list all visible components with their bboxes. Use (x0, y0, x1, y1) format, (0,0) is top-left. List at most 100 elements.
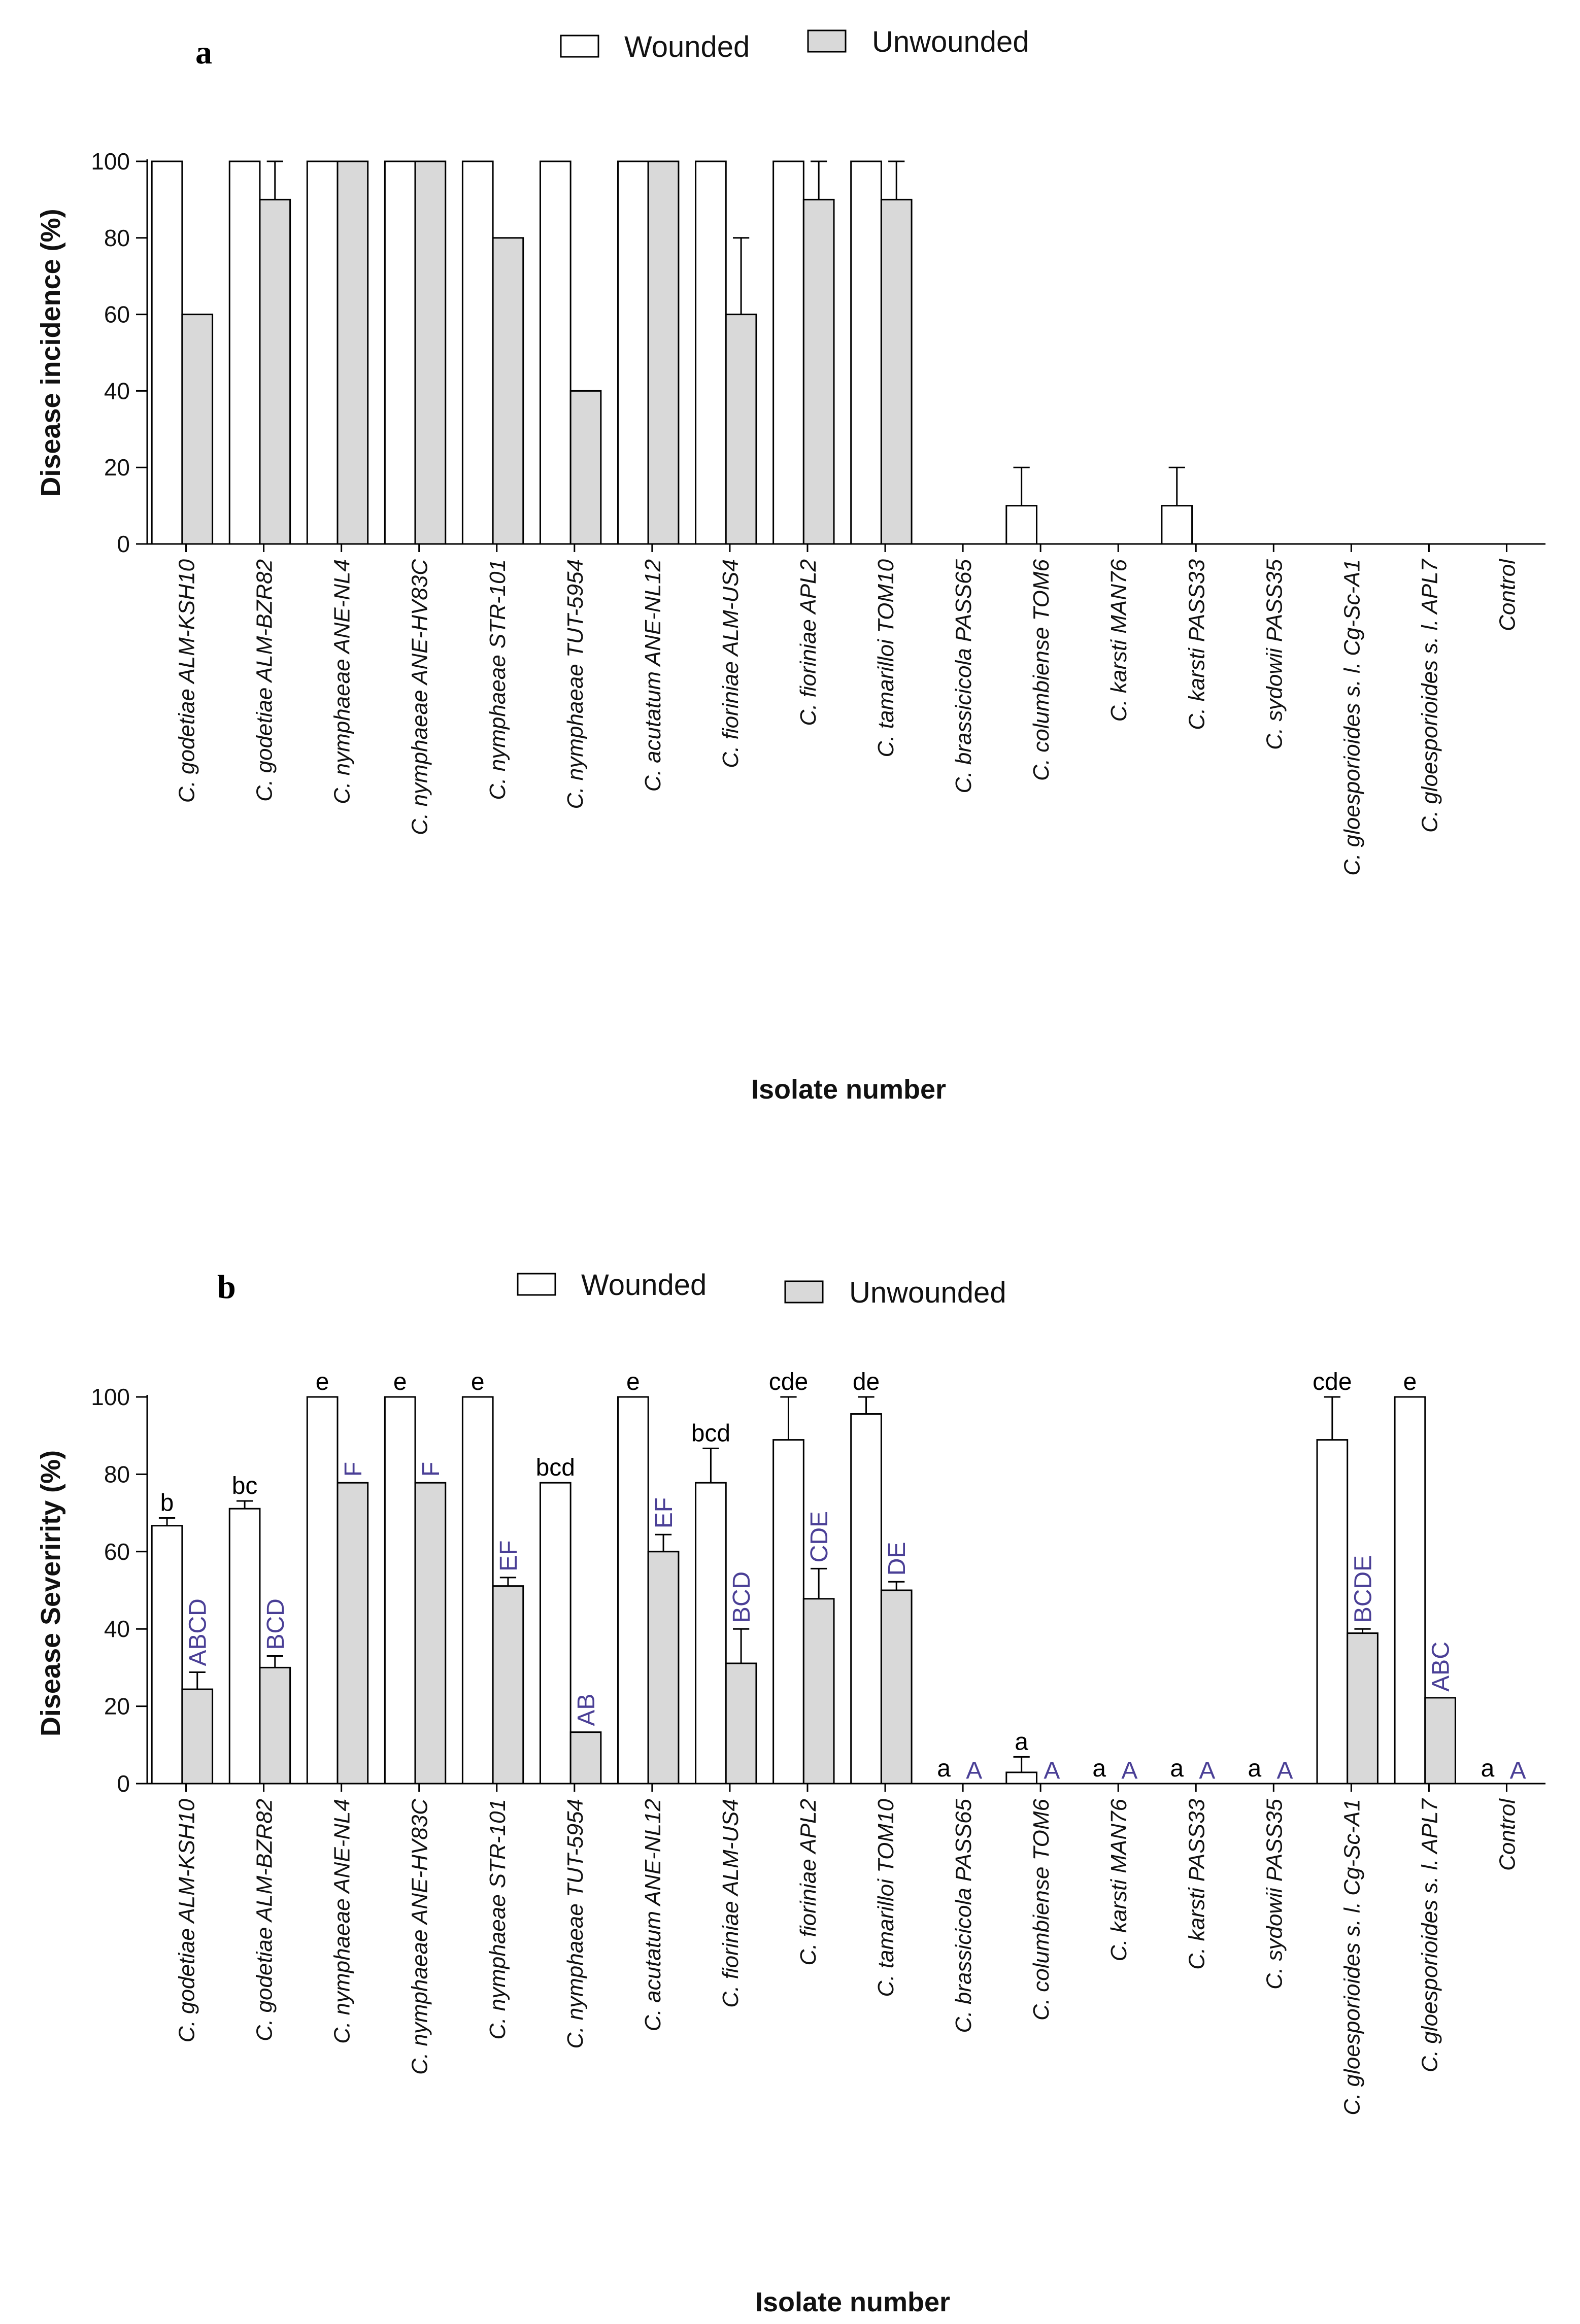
y-tick-label: 100 (91, 148, 130, 175)
bar-unwounded (337, 160, 369, 545)
x-tick-label: C. karsti MAN76 (1106, 559, 1131, 722)
x-tick-label: C. godetiae ALM-KSH10 (175, 1798, 199, 2042)
y-tick-label: 40 (104, 378, 130, 404)
sig-letter-unwounded: F (418, 1462, 445, 1477)
x-tick-label: C. columbiense TOM6 (1029, 1798, 1054, 2020)
y-axis-title-a: Disease incidence (%) (36, 209, 66, 496)
bar-wounded (151, 1525, 183, 1785)
sig-letter-unwounded: CDE (806, 1511, 833, 1562)
sig-letter-wounded: bcd (691, 1420, 730, 1447)
legend-wounded-label-b: Wounded (581, 1269, 707, 1302)
y-tick-label: 60 (104, 1539, 130, 1565)
sig-letter-unwounded: BCD (728, 1571, 755, 1623)
sig-letter-unwounded: DE (884, 1542, 911, 1576)
bar-wounded (384, 1396, 416, 1785)
sig-letter-unwounded: EF (495, 1541, 522, 1571)
x-tick-label: C. tamarilloi TOM10 (873, 559, 898, 757)
bar-wounded (1005, 505, 1037, 545)
sig-letter-unwounded: A (1199, 1757, 1215, 1784)
bar-unwounded (725, 1662, 757, 1785)
bar-unwounded (880, 1589, 913, 1785)
bar-wounded (772, 1439, 804, 1785)
x-tick-label: C. columbiense TOM6 (1029, 559, 1054, 780)
y-tick-label: 0 (117, 1770, 130, 1797)
legend-unwounded-label-b: Unwounded (849, 1276, 1006, 1309)
sig-letter-wounded: a (1481, 1755, 1495, 1782)
x-tick-label: C. nymphaeae STR-101 (485, 559, 510, 800)
sig-letter-unwounded: AB (573, 1694, 600, 1726)
sig-letter-wounded: cde (1313, 1369, 1352, 1395)
x-tick-label: Control (1495, 559, 1520, 631)
sig-letter-unwounded: A (1276, 1757, 1293, 1784)
sig-letter-wounded: e (393, 1369, 407, 1395)
x-tick-label: C. nymphaeae ANE-HV83C (408, 1798, 432, 2075)
panel-a-letter: a (195, 34, 212, 71)
bar-unwounded (880, 198, 913, 545)
x-tick-label: C. gloesporioides s. l. Cg-Sc-A1 (1339, 1799, 1364, 2115)
sig-letter-unwounded: A (1510, 1757, 1526, 1784)
y-tick-label: 20 (104, 1693, 130, 1720)
sig-letter-unwounded: ABC (1428, 1642, 1455, 1692)
sig-letter-unwounded: A (1121, 1757, 1137, 1784)
sig-letter-wounded: a (1015, 1728, 1028, 1755)
sig-letter-wounded: a (1170, 1755, 1184, 1782)
y-tick-label: 80 (104, 225, 130, 251)
x-tick-label: C. gloesporioides s. l. Cg-Sc-A1 (1339, 559, 1364, 876)
legend-unwounded-swatch-b (784, 1280, 824, 1304)
sig-letter-wounded: e (1403, 1369, 1417, 1395)
sig-letter-unwounded: BCDE (1350, 1555, 1377, 1623)
sig-letter-wounded: bcd (536, 1454, 575, 1481)
x-tick-label: C. godetiae ALM-KSH10 (175, 559, 199, 803)
x-tick-label: C. nymphaeae TUT-5954 (563, 1799, 588, 2048)
x-tick-label: C. fioriniae ALM-US4 (718, 1799, 743, 2008)
x-tick-label: C. nymphaeae ANE-HV83C (408, 559, 432, 835)
bar-wounded (850, 1413, 882, 1785)
bar-unwounded (569, 1731, 602, 1785)
x-tick-label: C. godetiae ALM-BZR82 (252, 559, 277, 802)
plot-area-a: 0 20 40 60 80 100 C. godetiae ALM-KSH10 C. gode… (91, 148, 1545, 876)
bar-wounded (384, 160, 416, 545)
x-tick-label: C. brassicicola PASS65 (951, 1798, 976, 2033)
bar-unwounded (569, 390, 602, 545)
sig-letter-wounded: e (626, 1369, 640, 1395)
x-tick-label: C. gloesporioides s. l. APL7 (1417, 1798, 1442, 2072)
x-tick-label: Control (1495, 1798, 1520, 1871)
bar-unwounded (725, 314, 757, 545)
x-axis-title-b: Isolate number (755, 2287, 950, 2317)
bar-unwounded (647, 160, 680, 545)
bar-unwounded (492, 1585, 524, 1785)
bar-wounded (539, 160, 572, 545)
bar-wounded (617, 1396, 649, 1785)
x-tick-label: C. fioriniae APL2 (796, 559, 821, 726)
bar-unwounded (492, 237, 524, 545)
legend-unwounded-swatch-a (807, 29, 847, 53)
sig-letter-wounded: de (853, 1369, 880, 1395)
bar-wounded (306, 1396, 339, 1785)
sig-letter-wounded: b (160, 1490, 174, 1517)
sig-letter-unwounded: A (1044, 1757, 1060, 1784)
x-tick-label: C. gloesporioides s. l. APL7 (1417, 558, 1442, 832)
y-tick-label: 80 (104, 1461, 130, 1487)
bar-wounded (461, 1396, 494, 1785)
x-tick-label: C. sydowii PASS35 (1262, 1798, 1287, 1989)
bar-unwounded (1347, 1632, 1379, 1785)
bar-wounded (1394, 1396, 1426, 1785)
y-tick-label: 40 (104, 1616, 130, 1642)
plot-area-b: 0 20 40 60 80 100 C. godetiae ALM-KSH10 C. gode… (91, 1369, 1545, 2115)
legend-unwounded-label-a: Unwounded (872, 25, 1029, 58)
sig-letter-wounded: e (316, 1369, 329, 1395)
sig-letter-unwounded: F (340, 1462, 367, 1477)
x-tick-label: C. acutatum ANE-NL12 (641, 559, 665, 792)
x-tick-label: C. karsti PASS33 (1184, 1798, 1209, 1969)
sig-letter-unwounded: BCD (262, 1598, 289, 1650)
y-tick-label: 20 (104, 454, 130, 481)
bar-unwounded (802, 198, 835, 545)
sig-letter-wounded: bc (232, 1473, 258, 1499)
bar-unwounded (337, 1482, 369, 1785)
panel-a: a Wounded Unwounded Disease incidence (%… (36, 25, 1029, 1105)
bar-unwounded (802, 1598, 835, 1785)
bar-wounded (1161, 505, 1193, 545)
sig-letter-wounded: a (1248, 1755, 1261, 1782)
x-tick-label: C. acutatum ANE-NL12 (641, 1799, 665, 2031)
y-tick-label: 60 (104, 301, 130, 328)
